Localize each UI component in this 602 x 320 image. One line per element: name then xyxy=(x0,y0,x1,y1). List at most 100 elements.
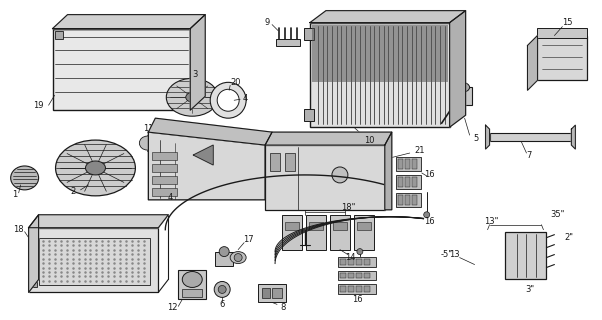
Bar xyxy=(396,175,421,189)
Text: 21: 21 xyxy=(414,146,425,155)
Text: 1: 1 xyxy=(12,190,17,199)
Bar xyxy=(282,215,302,250)
Bar xyxy=(312,25,448,82)
Bar xyxy=(412,195,417,205)
Text: 11: 11 xyxy=(143,124,154,132)
Text: 2: 2 xyxy=(70,188,75,196)
Bar xyxy=(262,288,270,298)
Bar xyxy=(39,238,150,285)
Bar xyxy=(29,228,158,292)
Bar xyxy=(310,23,450,127)
Text: 4: 4 xyxy=(168,193,173,202)
Bar xyxy=(348,259,354,265)
Text: 17: 17 xyxy=(243,235,253,244)
Bar xyxy=(340,259,346,265)
Bar xyxy=(215,252,233,266)
Polygon shape xyxy=(486,125,489,149)
Text: 16: 16 xyxy=(424,171,435,180)
Ellipse shape xyxy=(186,92,199,102)
Ellipse shape xyxy=(55,140,135,196)
Bar xyxy=(364,286,370,292)
Bar xyxy=(405,159,410,169)
Bar xyxy=(356,259,362,265)
Text: 18": 18" xyxy=(341,203,355,212)
Text: 16: 16 xyxy=(353,295,363,304)
Bar xyxy=(52,28,190,110)
Ellipse shape xyxy=(178,161,206,189)
Ellipse shape xyxy=(11,166,39,190)
Bar xyxy=(452,87,471,105)
Bar xyxy=(398,159,403,169)
Text: 12: 12 xyxy=(167,303,178,312)
Ellipse shape xyxy=(182,271,202,287)
Text: 19: 19 xyxy=(33,101,44,110)
Bar xyxy=(354,215,374,250)
Bar xyxy=(304,28,314,40)
Polygon shape xyxy=(148,118,272,145)
Text: 13: 13 xyxy=(449,250,460,259)
Bar xyxy=(396,193,421,207)
Ellipse shape xyxy=(230,252,246,264)
Polygon shape xyxy=(265,132,392,145)
Bar xyxy=(356,286,362,292)
Bar xyxy=(304,109,314,121)
Text: 6: 6 xyxy=(220,300,225,309)
Bar xyxy=(338,270,376,280)
Polygon shape xyxy=(29,215,169,228)
Polygon shape xyxy=(310,11,465,23)
Ellipse shape xyxy=(170,153,214,197)
Ellipse shape xyxy=(218,285,226,293)
Polygon shape xyxy=(571,125,576,149)
Bar xyxy=(306,215,326,250)
Ellipse shape xyxy=(357,249,363,255)
Bar xyxy=(356,273,362,278)
Bar xyxy=(55,31,63,38)
Bar xyxy=(405,177,410,187)
Ellipse shape xyxy=(140,136,155,150)
Bar xyxy=(489,133,571,141)
Polygon shape xyxy=(193,145,213,165)
Bar xyxy=(398,177,403,187)
Ellipse shape xyxy=(458,84,465,90)
Polygon shape xyxy=(527,36,538,90)
Ellipse shape xyxy=(85,161,105,175)
Bar xyxy=(29,277,37,287)
Polygon shape xyxy=(385,132,392,210)
Bar xyxy=(357,222,371,230)
Bar xyxy=(178,269,206,300)
Bar xyxy=(147,135,167,151)
Text: 35": 35" xyxy=(550,210,565,219)
Text: 4: 4 xyxy=(243,94,248,103)
Bar xyxy=(412,177,417,187)
Bar xyxy=(405,195,410,205)
Bar xyxy=(152,176,177,184)
Ellipse shape xyxy=(166,78,218,116)
Bar xyxy=(285,222,299,230)
Bar xyxy=(258,284,286,302)
Text: 7: 7 xyxy=(527,150,532,160)
Text: 10: 10 xyxy=(365,136,375,145)
Bar xyxy=(340,286,346,292)
Polygon shape xyxy=(52,15,205,28)
Text: 14: 14 xyxy=(344,253,355,262)
Bar xyxy=(340,273,346,278)
Bar xyxy=(270,153,280,171)
Text: 18: 18 xyxy=(13,225,24,234)
Polygon shape xyxy=(450,11,465,127)
Bar xyxy=(398,195,403,205)
Polygon shape xyxy=(29,215,39,292)
Bar xyxy=(152,188,177,196)
Text: 15: 15 xyxy=(562,18,573,27)
Bar xyxy=(538,28,588,37)
Bar xyxy=(504,232,547,279)
Ellipse shape xyxy=(157,135,177,151)
Bar xyxy=(182,289,202,297)
Bar xyxy=(333,222,347,230)
Bar xyxy=(272,288,282,298)
Text: 5: 5 xyxy=(473,133,478,143)
Bar xyxy=(364,273,370,278)
Ellipse shape xyxy=(234,253,242,261)
Bar xyxy=(309,222,323,230)
Text: 16: 16 xyxy=(424,217,435,226)
Text: -5": -5" xyxy=(441,250,453,259)
